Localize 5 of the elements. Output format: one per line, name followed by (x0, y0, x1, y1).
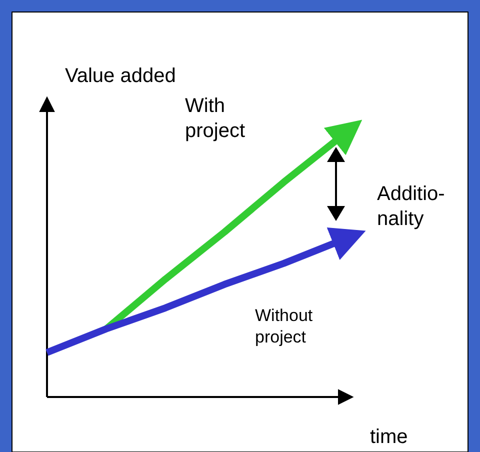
x-axis-title: time (370, 426, 408, 448)
y-axis-title: Value added (65, 65, 176, 87)
text: Additio- nality (377, 183, 445, 230)
series-label: Without project (255, 306, 313, 346)
text: With project (185, 95, 246, 142)
